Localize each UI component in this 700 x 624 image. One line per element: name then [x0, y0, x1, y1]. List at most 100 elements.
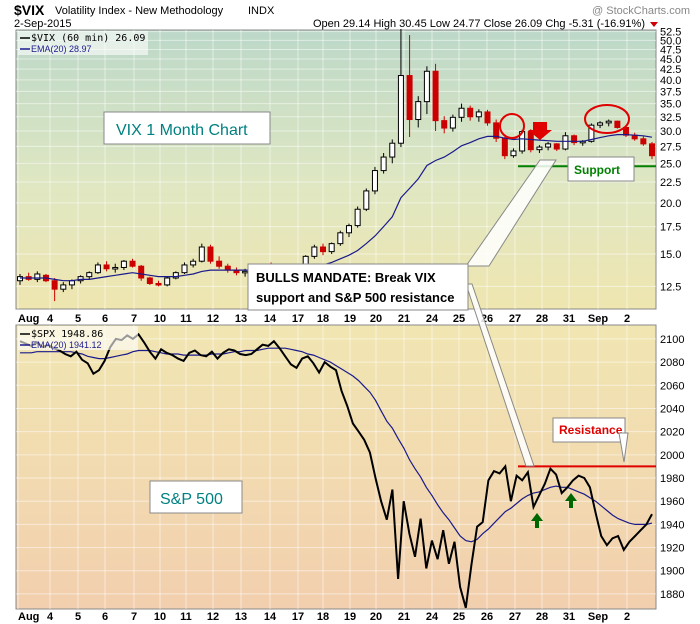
red-circle-highlight-1	[499, 113, 525, 139]
vix-candle-body	[198, 246, 205, 262]
spx-legend-ema: EMA(20) 1941.12	[31, 340, 102, 350]
vix-candle-body	[597, 122, 604, 126]
vix-candle-body	[328, 243, 335, 253]
vix-candle-body	[311, 246, 318, 257]
spx-x-tick-label: 31	[563, 611, 575, 623]
spx-x-tick-label: 4	[47, 611, 54, 623]
callout-pointer-upper	[465, 159, 557, 267]
vix-candle-body	[605, 120, 612, 124]
spx-legend-box	[18, 326, 138, 350]
vix-y-tick-label: 17.5	[660, 222, 681, 234]
vix-x-tick-label: 28	[536, 313, 548, 325]
vix-x-tick-label: 5	[75, 313, 81, 325]
vix-candle-body	[34, 273, 41, 280]
vix-y-tick-label: 42.5	[660, 64, 681, 76]
vix-candle-body	[103, 264, 110, 270]
spx-y-tick-label: 2100	[660, 334, 684, 346]
spx-x-tick-label: 14	[264, 611, 277, 623]
vix-y-tick-label: 30.0	[660, 126, 681, 138]
vix-x-tick-label: 2	[624, 313, 630, 325]
vix-candle-body	[112, 266, 119, 270]
spx-y-tick-label: 1960	[660, 496, 684, 508]
spx-x-tick-label: Aug	[18, 611, 39, 623]
spx-x-tick-label: 20	[370, 611, 382, 623]
vix-y-tick-label: 40.0	[660, 75, 681, 87]
ohlc-readout: Open 29.14 High 30.45 Low 24.77 Close 26…	[313, 18, 645, 30]
spx-y-tick-label: 2040	[660, 403, 684, 415]
vix-candle-body	[415, 101, 422, 121]
vix-candle-body	[406, 75, 413, 121]
vix-title-box	[103, 111, 271, 145]
spx-ema-line	[20, 347, 653, 543]
spx-x-tick-label: 18	[317, 611, 329, 623]
vix-x-tick-label: 10	[154, 313, 166, 325]
vix-candle-body	[155, 283, 162, 286]
vix-y-tick-label: 50.0	[660, 35, 681, 47]
callout-pointer-lower	[465, 283, 535, 467]
vix-candle-body	[129, 260, 136, 267]
vix-candle-body	[60, 284, 67, 290]
vix-x-tick-label: Aug	[18, 313, 39, 325]
spx-x-tick-label: 27	[509, 611, 521, 623]
vix-x-tick-label: 24	[426, 313, 439, 325]
vix-x-tick-label: 19	[344, 313, 356, 325]
vix-x-tick-label: 11	[180, 313, 192, 325]
vix-x-tick-label: 4	[47, 313, 54, 325]
support-label: Support	[574, 163, 620, 177]
vix-candle-body	[51, 280, 58, 290]
spx-x-tick-label: 2	[624, 611, 630, 623]
vix-candle-body	[242, 270, 249, 274]
resistance-label-box	[552, 417, 626, 443]
spx-x-tick-label: 12	[207, 611, 219, 623]
vix-candle-body	[536, 146, 543, 151]
vix-candle-body	[484, 111, 491, 124]
spx-x-tick-label: 7	[131, 611, 137, 623]
spx-x-tick-label: 11	[180, 611, 192, 623]
vix-x-tick-label: 31	[563, 313, 575, 325]
vix-candle-body	[467, 107, 474, 118]
green-up-arrow-icon	[531, 513, 543, 528]
spx-y-tick-label: 2080	[660, 357, 684, 369]
vix-candle-body	[441, 120, 448, 129]
callout-box	[247, 263, 469, 311]
spx-x-tick-label: 24	[426, 611, 439, 623]
red-circle-highlight-2	[584, 104, 630, 134]
vix-candle-body	[146, 277, 153, 285]
spx-x-tick-label: 21	[398, 611, 410, 623]
spx-y-tick-label: 2000	[660, 450, 684, 462]
vix-candle-body	[458, 107, 465, 118]
vix-y-tick-label: 27.5	[660, 141, 681, 153]
vix-x-tick-label: 7	[131, 313, 137, 325]
vix-candle-body	[363, 190, 370, 210]
vix-x-tick-label: 20	[370, 313, 382, 325]
vix-x-tick-label: Sep	[588, 313, 608, 325]
vix-candle-body	[345, 225, 352, 234]
vix-candle-body	[510, 150, 517, 157]
symbol-exchange: INDX	[248, 5, 275, 17]
vix-y-tick-label: 35.0	[660, 99, 681, 111]
green-up-arrow-icon	[565, 493, 577, 508]
symbol-name: Volatility Index - New Methodology	[55, 5, 224, 17]
spx-x-tick-label: Sep	[588, 611, 608, 623]
vix-candle-body	[216, 260, 223, 267]
vix-y-tick-label: 32.5	[660, 112, 681, 124]
vix-y-tick-label: 15.0	[660, 249, 681, 261]
spx-x-tick-label: 6	[102, 611, 108, 623]
vix-candle-body	[614, 120, 621, 128]
vix-candle-body	[77, 276, 84, 282]
vix-x-tick-label: 17	[292, 313, 304, 325]
resistance-label: Resistance	[559, 423, 623, 437]
vix-y-tick-label: 52.5	[660, 27, 681, 39]
spx-x-tick-label: 28	[536, 611, 548, 623]
vix-candle-body	[181, 264, 188, 274]
vix-candle-body	[432, 70, 439, 122]
vix-candle-body	[68, 280, 75, 286]
vix-x-tick-label: 6	[102, 313, 108, 325]
vix-x-tick-label: 25	[453, 313, 465, 325]
red-down-arrow-icon	[528, 122, 552, 140]
spx-y-tick-label: 1900	[660, 566, 684, 578]
vix-candle-body	[164, 277, 171, 286]
vix-candle-body	[649, 143, 655, 157]
spx-chart-title: S&P 500	[160, 491, 223, 508]
